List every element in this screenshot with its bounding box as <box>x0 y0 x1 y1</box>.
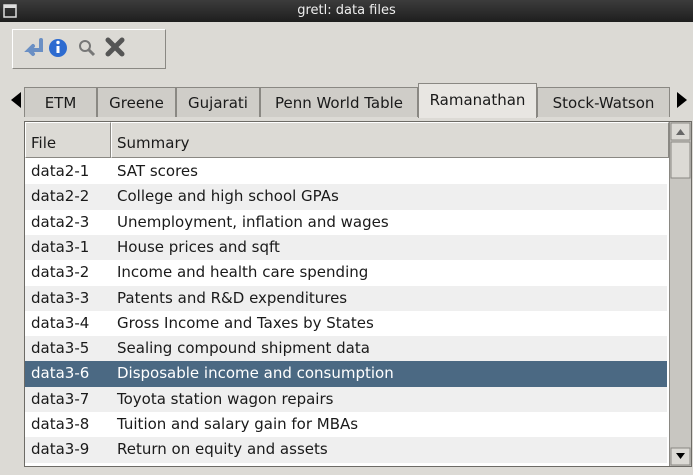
tab-scroll-left[interactable] <box>10 91 22 109</box>
search-button[interactable] <box>79 40 96 57</box>
scrollbar[interactable] <box>669 122 691 466</box>
file-name: data3-7 <box>31 389 90 408</box>
file-name: data3-9 <box>31 440 90 459</box>
file-name: data3-8 <box>31 415 90 433</box>
file-row[interactable]: data3-7 Toyota station wagon repairs <box>25 386 667 412</box>
close-button[interactable] <box>105 37 125 57</box>
file-name: data2-1 <box>31 162 90 180</box>
file-summary: Unemployment, inflation and wages <box>117 212 389 231</box>
tab[interactable]: Stock-Watson <box>537 87 670 117</box>
file-row[interactable]: data3-6 Disposable income and consumption <box>25 361 667 387</box>
file-summary: Sealing compound shipment data <box>117 339 370 358</box>
file-list: File Summary data2-1 SAT scores data2-2 Col… <box>24 121 692 467</box>
tab[interactable]: Penn World Table <box>260 87 418 117</box>
file-row[interactable]: data2-2 College and high school GPAs <box>25 184 667 210</box>
title-bar: gretl: data files <box>0 0 693 22</box>
tab[interactable]: Gujarati <box>176 87 260 117</box>
file-summary: House prices and sqft <box>117 237 280 256</box>
file-summary: SAT scores <box>117 162 198 180</box>
scrollbar-parts <box>670 122 691 466</box>
file-row[interactable]: data3-4 Gross Income and Taxes by States <box>25 310 667 337</box>
file-summary: College and high school GPAs <box>117 187 339 206</box>
column-header[interactable]: Summary <box>111 122 669 158</box>
file-summary: Income and health care spending <box>117 263 369 282</box>
file-row[interactable]: data3-8 Tuition and salary gain for MBAs <box>25 412 667 438</box>
file-row[interactable]: data3-2 Income and health care spending <box>25 260 667 286</box>
open-button[interactable] <box>24 38 43 56</box>
tab[interactable]: Greene <box>97 87 176 117</box>
file-name: data3-4 <box>31 313 90 332</box>
file-row[interactable]: data3-9 Return on equity and assets <box>25 437 667 463</box>
toolbar <box>12 29 166 69</box>
file-summary: Gross Income and Taxes by States <box>117 313 374 332</box>
file-name: data3-5 <box>31 339 90 358</box>
file-row[interactable]: data2-1 SAT scores <box>25 159 667 185</box>
toolbar-icons <box>24 37 125 57</box>
file-name: data3-6 <box>31 364 90 383</box>
tab[interactable]: ETM <box>24 87 97 117</box>
tab[interactable]: Ramanathan <box>418 83 537 118</box>
file-row[interactable]: data3-1 House prices and sqft <box>25 234 667 261</box>
tab-scroll-right[interactable] <box>676 91 688 109</box>
file-summary: Tuition and salary gain for MBAs <box>117 415 359 433</box>
file-summary: Toyota station wagon repairs <box>117 389 334 408</box>
file-name: data3-3 <box>31 288 90 307</box>
file-name: data3-2 <box>31 263 90 282</box>
file-name: data3-1 <box>31 237 90 256</box>
file-name: data2-2 <box>31 187 90 206</box>
file-row[interactable]: data3-5 Sealing compound shipment data <box>25 336 667 362</box>
file-row[interactable]: data3-3 Patents and R&D expenditures <box>25 285 667 311</box>
file-row[interactable]: data2-3 Unemployment, inflation and wages <box>25 209 667 235</box>
file-summary: Patents and R&D expenditures <box>117 288 348 307</box>
column-header[interactable]: File <box>25 122 111 158</box>
info-button[interactable] <box>49 39 67 57</box>
window-menu-icon[interactable] <box>3 4 17 18</box>
file-summary: Return on equity and assets <box>117 440 328 459</box>
file-summary: Disposable income and consumption <box>117 364 394 383</box>
file-name: data2-3 <box>31 212 90 231</box>
